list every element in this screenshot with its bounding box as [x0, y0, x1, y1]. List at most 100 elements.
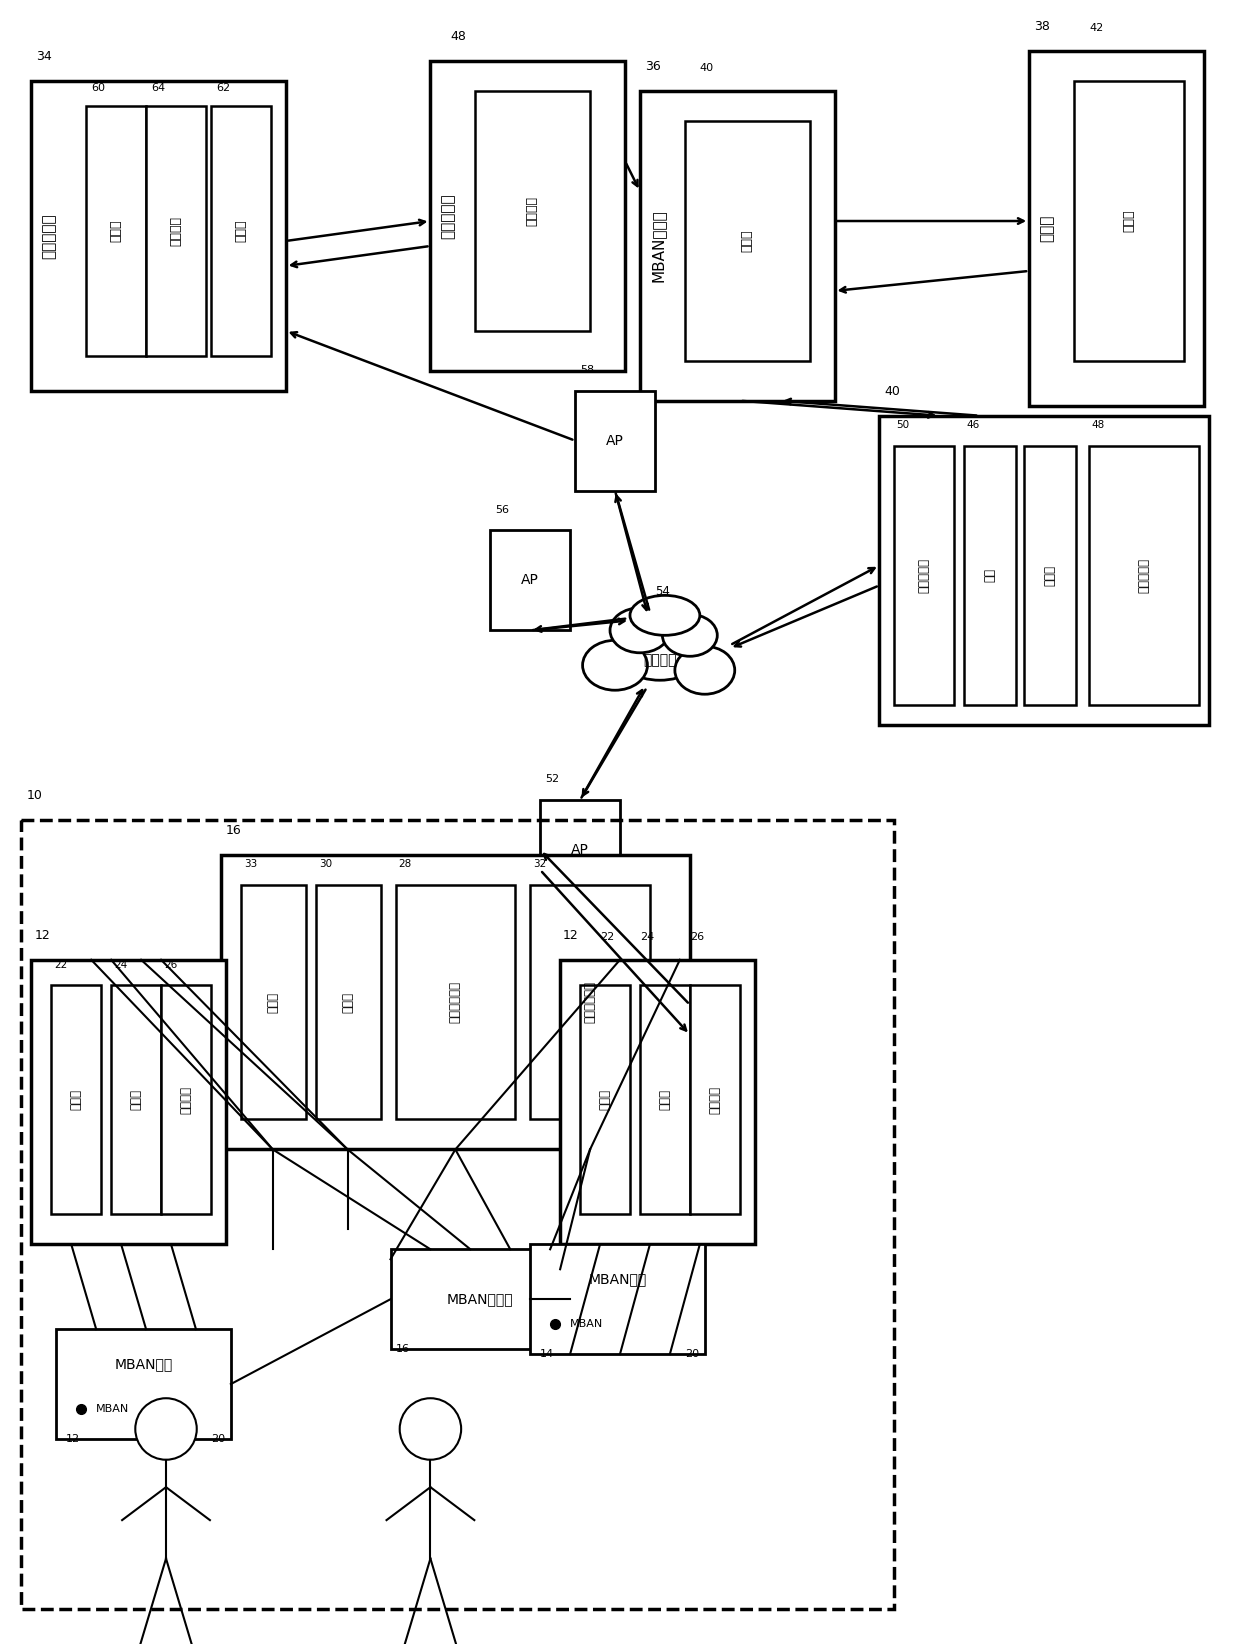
Text: 控制器: 控制器: [267, 992, 280, 1013]
Text: 24: 24: [114, 959, 128, 971]
Text: 30: 30: [319, 859, 332, 869]
Text: 32: 32: [533, 859, 547, 869]
Text: 12: 12: [35, 929, 50, 943]
Text: 控制器: 控制器: [109, 220, 123, 242]
Text: 存储器: 存储器: [341, 992, 355, 1013]
Text: MBAN装置: MBAN装置: [114, 1357, 172, 1370]
Text: 规则数据库: 规则数据库: [1137, 558, 1151, 592]
Text: 48: 48: [1091, 419, 1104, 429]
Text: MBAN: MBAN: [570, 1319, 604, 1329]
Text: AP: AP: [606, 434, 624, 447]
Text: 50: 50: [897, 419, 909, 429]
Text: 信道调节器: 信道调节器: [918, 558, 931, 592]
Text: 24: 24: [640, 931, 655, 943]
Text: 12: 12: [563, 929, 579, 943]
Ellipse shape: [615, 620, 704, 681]
Ellipse shape: [610, 609, 670, 653]
Bar: [56, 1329, 231, 1439]
Bar: [316, 885, 381, 1120]
Text: AP: AP: [572, 842, 589, 857]
Bar: [51, 985, 102, 1214]
Bar: [87, 107, 146, 355]
Text: 22: 22: [55, 959, 67, 971]
Ellipse shape: [583, 640, 647, 691]
Text: MBAN集线器: MBAN集线器: [446, 1293, 513, 1306]
Text: 长程通信单元: 长程通信单元: [584, 980, 596, 1023]
Bar: [1024, 446, 1076, 706]
Text: 28: 28: [398, 859, 412, 869]
Text: 60: 60: [92, 84, 105, 94]
Text: 20: 20: [211, 1434, 224, 1444]
Text: 通信单元: 通信单元: [180, 1086, 192, 1114]
Text: 22: 22: [600, 931, 614, 943]
Bar: [541, 799, 620, 900]
Text: 26: 26: [164, 959, 177, 971]
Bar: [689, 985, 740, 1214]
Text: 38: 38: [1034, 20, 1050, 33]
Bar: [640, 985, 689, 1214]
Text: MBAN协调器: MBAN协调器: [651, 209, 666, 283]
Bar: [560, 959, 755, 1244]
Text: 42: 42: [1089, 23, 1104, 33]
Text: 34: 34: [36, 51, 52, 63]
Bar: [575, 392, 655, 490]
Text: 40: 40: [699, 63, 714, 74]
Text: 26: 26: [689, 931, 704, 943]
Bar: [430, 61, 625, 370]
Text: 48: 48: [450, 30, 466, 43]
Text: 14: 14: [541, 1349, 554, 1359]
Text: 患者记录: 患者记录: [526, 196, 538, 225]
Text: 52: 52: [546, 775, 559, 785]
Ellipse shape: [630, 595, 699, 635]
Bar: [396, 885, 516, 1120]
Text: 控制器: 控制器: [599, 1089, 611, 1110]
Text: 54: 54: [655, 586, 670, 599]
Bar: [241, 885, 306, 1120]
Bar: [640, 90, 835, 401]
Text: 58: 58: [580, 365, 594, 375]
Bar: [211, 107, 270, 355]
Text: 控制点: 控制点: [1039, 215, 1054, 242]
Bar: [965, 446, 1016, 706]
Bar: [1074, 81, 1184, 360]
Text: 存储器: 存储器: [130, 1089, 143, 1110]
Text: 存储器: 存储器: [658, 1089, 671, 1110]
Text: 接口: 接口: [983, 569, 997, 582]
Text: MBAN: MBAN: [97, 1405, 129, 1415]
Bar: [146, 107, 206, 355]
Bar: [531, 1244, 704, 1354]
Bar: [475, 90, 590, 331]
Bar: [391, 1249, 570, 1349]
Text: 控制器: 控制器: [1044, 564, 1056, 586]
Text: 46: 46: [966, 419, 980, 429]
Ellipse shape: [662, 614, 717, 656]
Text: 中央监测站: 中央监测站: [42, 214, 57, 258]
Bar: [112, 985, 161, 1214]
Text: 40: 40: [884, 385, 900, 398]
Bar: [1089, 446, 1199, 706]
Text: 控制器: 控制器: [69, 1089, 83, 1110]
Bar: [490, 530, 570, 630]
Bar: [161, 985, 211, 1214]
Text: 通信单元: 通信单元: [708, 1086, 722, 1114]
Bar: [879, 416, 1209, 725]
Text: 36: 36: [645, 61, 661, 74]
Text: 医院网络: 医院网络: [644, 653, 677, 668]
Bar: [1029, 51, 1204, 406]
Text: 控制器: 控制器: [740, 230, 753, 252]
Text: 56: 56: [495, 505, 510, 515]
Text: 16: 16: [226, 824, 242, 837]
Text: 12: 12: [66, 1434, 81, 1444]
Text: 患者记录: 患者记录: [170, 215, 182, 247]
Text: 短程通信单元: 短程通信单元: [449, 980, 461, 1023]
Bar: [684, 122, 810, 360]
Text: 中央服务器: 中央服务器: [441, 192, 456, 239]
Text: 33: 33: [244, 859, 257, 869]
Text: 64: 64: [151, 84, 165, 94]
Text: 20: 20: [684, 1349, 699, 1359]
Text: AP: AP: [521, 574, 539, 587]
Text: 10: 10: [26, 790, 42, 803]
Bar: [31, 959, 226, 1244]
Ellipse shape: [675, 646, 735, 694]
Bar: [580, 985, 630, 1214]
